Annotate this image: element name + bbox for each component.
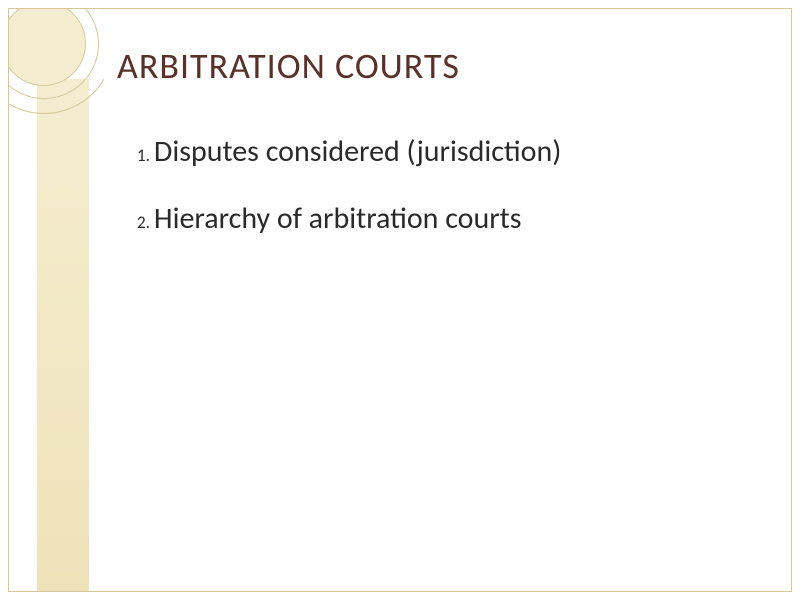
left-accent-bar [37, 79, 89, 591]
slide-title: ARBITRATION COURTS [117, 44, 751, 88]
list-text: Disputes considered (jurisdiction) [154, 133, 561, 170]
numbered-list: 1. Disputes considered (jurisdiction) 2.… [117, 133, 751, 237]
list-number: 2. [137, 212, 150, 233]
left-decoration [9, 9, 104, 591]
content-area: ARBITRATION COURTS 1. Disputes considere… [117, 44, 751, 267]
list-text: Hierarchy of arbitration courts [154, 200, 522, 237]
list-item: 1. Disputes considered (jurisdiction) [137, 133, 751, 170]
list-number: 1. [137, 145, 150, 166]
corner-circles [9, 9, 104, 114]
slide-frame: ARBITRATION COURTS 1. Disputes considere… [8, 8, 792, 592]
list-item: 2. Hierarchy of arbitration courts [137, 200, 751, 237]
